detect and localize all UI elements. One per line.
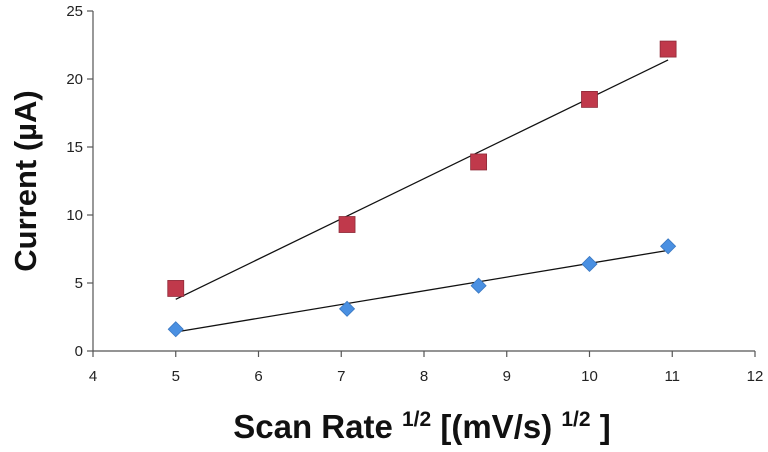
data-point-diamond [581,255,598,273]
x-tick-label: 7 [337,368,345,385]
data-point-square [659,40,677,58]
x-tick-label: 8 [420,368,428,385]
data-point-diamond [338,300,356,317]
x-tick-label: 6 [254,368,262,385]
x-tick-label: 11 [664,368,680,385]
data-point-square [470,153,488,171]
y-tick-label: 20 [66,71,83,88]
data-point-square [338,216,356,233]
data-markers [167,40,677,338]
data-point-square [581,91,598,108]
x-tick-label: 9 [503,368,511,385]
x-axis-label-sup1: 1/2 [402,408,431,431]
x-axis-label-close: ] [600,408,611,445]
y-tick-label: 25 [66,3,83,20]
data-point-square [167,280,185,297]
y-tick-label: 5 [75,275,83,292]
x-axis-label-sup2: 1/2 [561,408,590,431]
x-tick-label: 12 [747,368,764,385]
x-tick-label: 5 [172,368,180,385]
y-tick-label: 15 [66,139,83,156]
x-axis-label: Scan Rate 1/2 [(mV/s) 1/2 ] [233,396,611,445]
y-tick-label: 0 [75,343,83,360]
x-tick-label: 4 [89,368,97,385]
x-axis-label-main: Scan Rate [233,408,393,445]
x-tick-label: 10 [581,368,598,385]
y-tick-label: 10 [66,207,83,224]
x-axis-label-unit: [(mV/s) [440,408,552,445]
data-point-diamond [167,321,184,338]
axes: 0 5 10 15 20 25 4 5 6 7 8 9 10 11 12 [66,3,763,385]
data-point-diamond [470,277,487,294]
y-axis-label: Current (µA) [8,90,43,271]
data-point-diamond [660,238,677,255]
